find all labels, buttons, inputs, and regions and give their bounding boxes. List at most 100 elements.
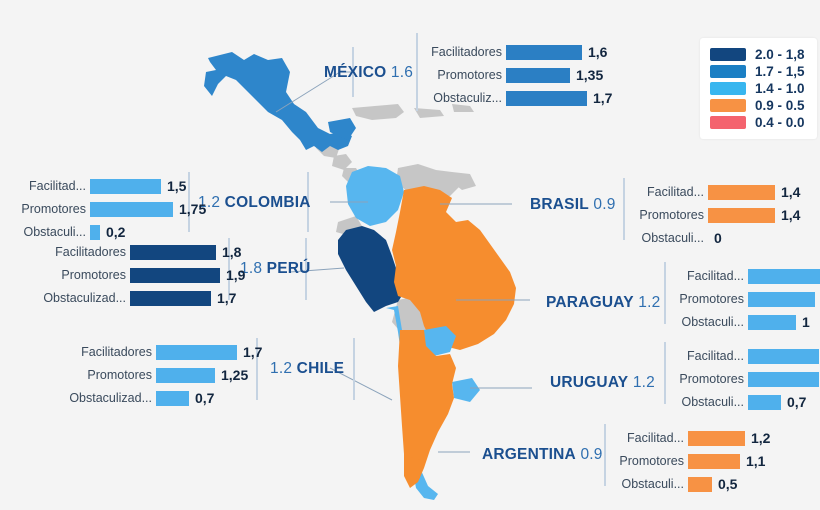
- bar-wrapper: 1,4: [708, 207, 800, 223]
- bar-fill[interactable]: [748, 394, 781, 410]
- map-country-colombia[interactable]: [346, 166, 404, 226]
- leader-lines: [275, 71, 532, 453]
- bar-row: Facilitad... 1,4: [636, 182, 800, 202]
- country-name-brasil: BRASIL: [530, 196, 589, 213]
- bar-wrapper: 1,1: [688, 453, 765, 469]
- bar-fill[interactable]: [130, 267, 220, 283]
- bar-wrapper: 1,8: [130, 244, 241, 260]
- bar-value: 1,4: [815, 291, 820, 307]
- bar-row-label: Promotores: [639, 208, 704, 222]
- legend-row[interactable]: 2.0 - 1,8: [710, 46, 805, 63]
- score-legend: 2.0 - 1,8 1.7 - 1,5 1.4 - 1.0 0.9 - 0.5 0.4 …: [700, 38, 817, 139]
- legend-label: 0.9 - 0.5: [755, 98, 805, 113]
- bar-row-label: Obstaculiz...: [433, 91, 502, 105]
- bar-fill[interactable]: [748, 348, 819, 364]
- country-name-mexico: MÉXICO: [324, 64, 387, 81]
- bar-row-label: Facilitad...: [29, 179, 86, 193]
- bar-wrapper: 1,2: [688, 430, 770, 446]
- legend-row[interactable]: 0.9 - 0.5: [710, 97, 805, 114]
- country-label-peru[interactable]: 1.8 PERÚ: [240, 260, 311, 278]
- bar-row: Facilitad... 1,5: [18, 176, 206, 196]
- bar-fill[interactable]: [156, 390, 189, 406]
- country-name-colombia: COLOMBIA: [224, 194, 311, 211]
- country-label-chile[interactable]: 1.2 CHILE: [270, 360, 344, 378]
- divider-mexico-right: [416, 33, 418, 111]
- bar-wrapper: 0,7: [748, 394, 806, 410]
- bar-row: Obstaculi... 0: [636, 228, 800, 248]
- bar-fill[interactable]: [748, 314, 796, 330]
- country-label-brasil[interactable]: BRASIL 0.9: [530, 196, 616, 214]
- country-label-paraguay[interactable]: PARAGUAY 1.2: [546, 294, 660, 312]
- legend-swatch: [710, 82, 746, 95]
- bar-fill[interactable]: [130, 290, 211, 306]
- bar-fill[interactable]: [748, 371, 819, 387]
- legend-label: 0.4 - 0.0: [755, 115, 805, 130]
- map-country-brasil[interactable]: [392, 186, 516, 350]
- country-score-mexico: 1.6: [390, 64, 414, 81]
- bar-fill[interactable]: [708, 207, 775, 223]
- bar-fill[interactable]: [506, 90, 587, 106]
- map-country-paraguay[interactable]: [424, 326, 456, 356]
- bar-fill[interactable]: [688, 430, 745, 446]
- divider-colombia-right: [307, 172, 309, 232]
- bar-row-label: Promotores: [679, 292, 744, 306]
- bar-fill[interactable]: [506, 67, 570, 83]
- bar-wrapper: 0,2: [90, 224, 125, 240]
- map-country-uruguay[interactable]: [452, 378, 480, 402]
- bar-value: 1,2: [751, 430, 771, 446]
- bar-wrapper: 1,6: [506, 44, 607, 60]
- bar-fill[interactable]: [90, 224, 100, 240]
- bar-fill[interactable]: [156, 344, 237, 360]
- bar-value: 1,75: [179, 201, 207, 217]
- bar-fill[interactable]: [748, 291, 815, 307]
- bar-fill[interactable]: [90, 178, 161, 194]
- legend-row[interactable]: 1.7 - 1,5: [710, 63, 805, 80]
- bar-wrapper: 0,5: [688, 476, 737, 492]
- divider-mexico-left: [352, 47, 354, 97]
- country-score-argentina: 0.9: [580, 446, 603, 463]
- bar-wrapper: 1,5: [748, 348, 820, 364]
- bar-fill[interactable]: [708, 184, 775, 200]
- legend-label: 1.4 - 1.0: [755, 81, 805, 96]
- legend-row[interactable]: 1.4 - 1.0: [710, 80, 805, 97]
- bar-wrapper: 1,35: [506, 67, 603, 83]
- map-country-mexico[interactable]: [204, 52, 352, 152]
- bar-row-label: Obstaculizad...: [69, 391, 152, 405]
- divider-uruguay-right: [664, 342, 666, 404]
- bar-row-label: Obstaculizad...: [43, 291, 126, 305]
- bar-row: Facilitadores 1,8: [38, 242, 245, 262]
- country-label-uruguay[interactable]: URUGUAY 1.2: [550, 374, 655, 392]
- bar-panel-chile: Facilitadores 1,7 Promotores 1,25 Obstaculiz…: [60, 342, 262, 411]
- bar-fill[interactable]: [90, 201, 173, 217]
- divider-chile-right: [353, 338, 355, 400]
- bar-row: Promotores 1,75: [18, 199, 206, 219]
- country-label-colombia[interactable]: 1.2 COLOMBIA: [198, 194, 311, 212]
- bar-fill[interactable]: [748, 268, 820, 284]
- bar-row: Promotores 1,25: [60, 365, 262, 385]
- country-score-peru: 1.8: [240, 260, 263, 277]
- bar-row: Obstaculi... 0,5: [616, 474, 770, 494]
- bar-fill[interactable]: [156, 367, 215, 383]
- legend-swatch: [710, 48, 746, 61]
- bar-row-label: Promotores: [619, 454, 684, 468]
- country-name-paraguay: PARAGUAY: [546, 294, 634, 311]
- bar-wrapper: 1,5: [748, 371, 820, 387]
- legend-row[interactable]: 0.4 - 0.0: [710, 114, 805, 131]
- country-score-brasil: 0.9: [593, 196, 616, 213]
- bar-fill[interactable]: [688, 453, 740, 469]
- bar-value: 0,5: [718, 476, 738, 492]
- bar-value: 0,7: [195, 390, 215, 406]
- map-country-argentina[interactable]: [398, 330, 456, 488]
- bar-row-label: Obstaculi...: [23, 225, 86, 239]
- bar-fill[interactable]: [130, 244, 216, 260]
- bar-fill[interactable]: [688, 476, 712, 492]
- map-country-peru[interactable]: [338, 226, 404, 312]
- country-name-chile: CHILE: [296, 360, 345, 377]
- bar-panel-mexico: Facilitadores 1,6 Promotores 1,35 Obstaculiz…: [428, 42, 612, 111]
- bar-value: 1,4: [781, 207, 801, 223]
- divider-peru-right: [305, 238, 307, 300]
- country-label-mexico[interactable]: MÉXICO 1.6: [324, 64, 413, 82]
- bar-fill[interactable]: [506, 44, 582, 60]
- country-label-argentina[interactable]: ARGENTINA 0.9: [482, 446, 603, 464]
